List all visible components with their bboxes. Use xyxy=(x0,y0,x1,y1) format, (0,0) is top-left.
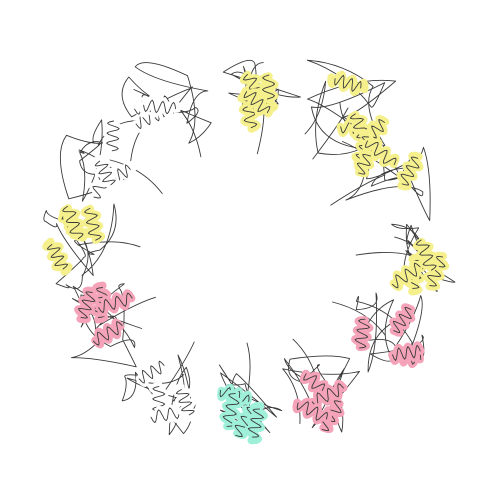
subunit-9-helix-edge xyxy=(77,291,96,319)
subunit-8-helix-edge xyxy=(138,360,165,384)
subunit-12 xyxy=(121,62,212,158)
subunit-1 xyxy=(222,59,301,155)
subunit-10-coil xyxy=(43,203,117,290)
subunit-12-helix-edge xyxy=(143,99,177,115)
subunit-9-helix-edge xyxy=(92,321,123,346)
subunit-8-helix-edge xyxy=(175,389,195,416)
subunit-3-helix-edge xyxy=(365,140,397,166)
subunit-4-helix-edge xyxy=(427,255,446,287)
subunit-10-tail xyxy=(77,241,141,248)
subunit-7-helix-edge xyxy=(247,408,264,438)
subunit-4-tail xyxy=(355,252,419,259)
subunit-2-tail xyxy=(312,107,349,160)
subunit-3-tail xyxy=(330,174,386,206)
subunit-5-helix-edge xyxy=(354,318,370,349)
subunit-10-helix-edge xyxy=(62,205,84,240)
subunit-6-helix-edge xyxy=(311,383,344,407)
subunit-10-helix-edge xyxy=(84,207,102,241)
subunit-11-tail xyxy=(109,159,163,194)
subunit-9-tail xyxy=(99,296,156,326)
subunit-4-coil xyxy=(391,223,456,292)
subunit-3 xyxy=(330,129,431,221)
subunit-11 xyxy=(59,116,163,202)
subunit-9 xyxy=(71,281,156,368)
subunit-5-tail xyxy=(332,301,386,336)
subunit-5 xyxy=(332,292,425,373)
subunit-4-helix-edge xyxy=(391,262,421,289)
subunit-1-helix-edge xyxy=(243,91,271,113)
subunit-10 xyxy=(42,203,141,290)
subunit-11-helix-edge xyxy=(106,120,120,152)
subunit-4 xyxy=(355,223,456,296)
subunit-7-helix-edge xyxy=(222,393,240,427)
subunit-7 xyxy=(217,342,283,445)
subunit-3-helix-edge xyxy=(400,156,420,186)
subunit-5-helix-edge xyxy=(392,344,421,361)
subunit-6-helix-edge xyxy=(296,401,328,421)
subunit-4-helix-edge xyxy=(415,239,437,271)
subunit-6 xyxy=(282,338,360,433)
subunit-10-helix-edge xyxy=(46,244,69,270)
subunit-5-helix-edge xyxy=(392,306,412,334)
subunit-7-coil xyxy=(218,364,283,436)
subunit-8 xyxy=(121,341,199,436)
subunit-9-helix-edge xyxy=(98,292,133,314)
subunit-11-helix-edge xyxy=(94,160,116,186)
subunit-2-helix-edge xyxy=(334,74,362,92)
subunit-7-helix-edge xyxy=(234,406,255,438)
subunit-2-coil xyxy=(304,59,397,155)
